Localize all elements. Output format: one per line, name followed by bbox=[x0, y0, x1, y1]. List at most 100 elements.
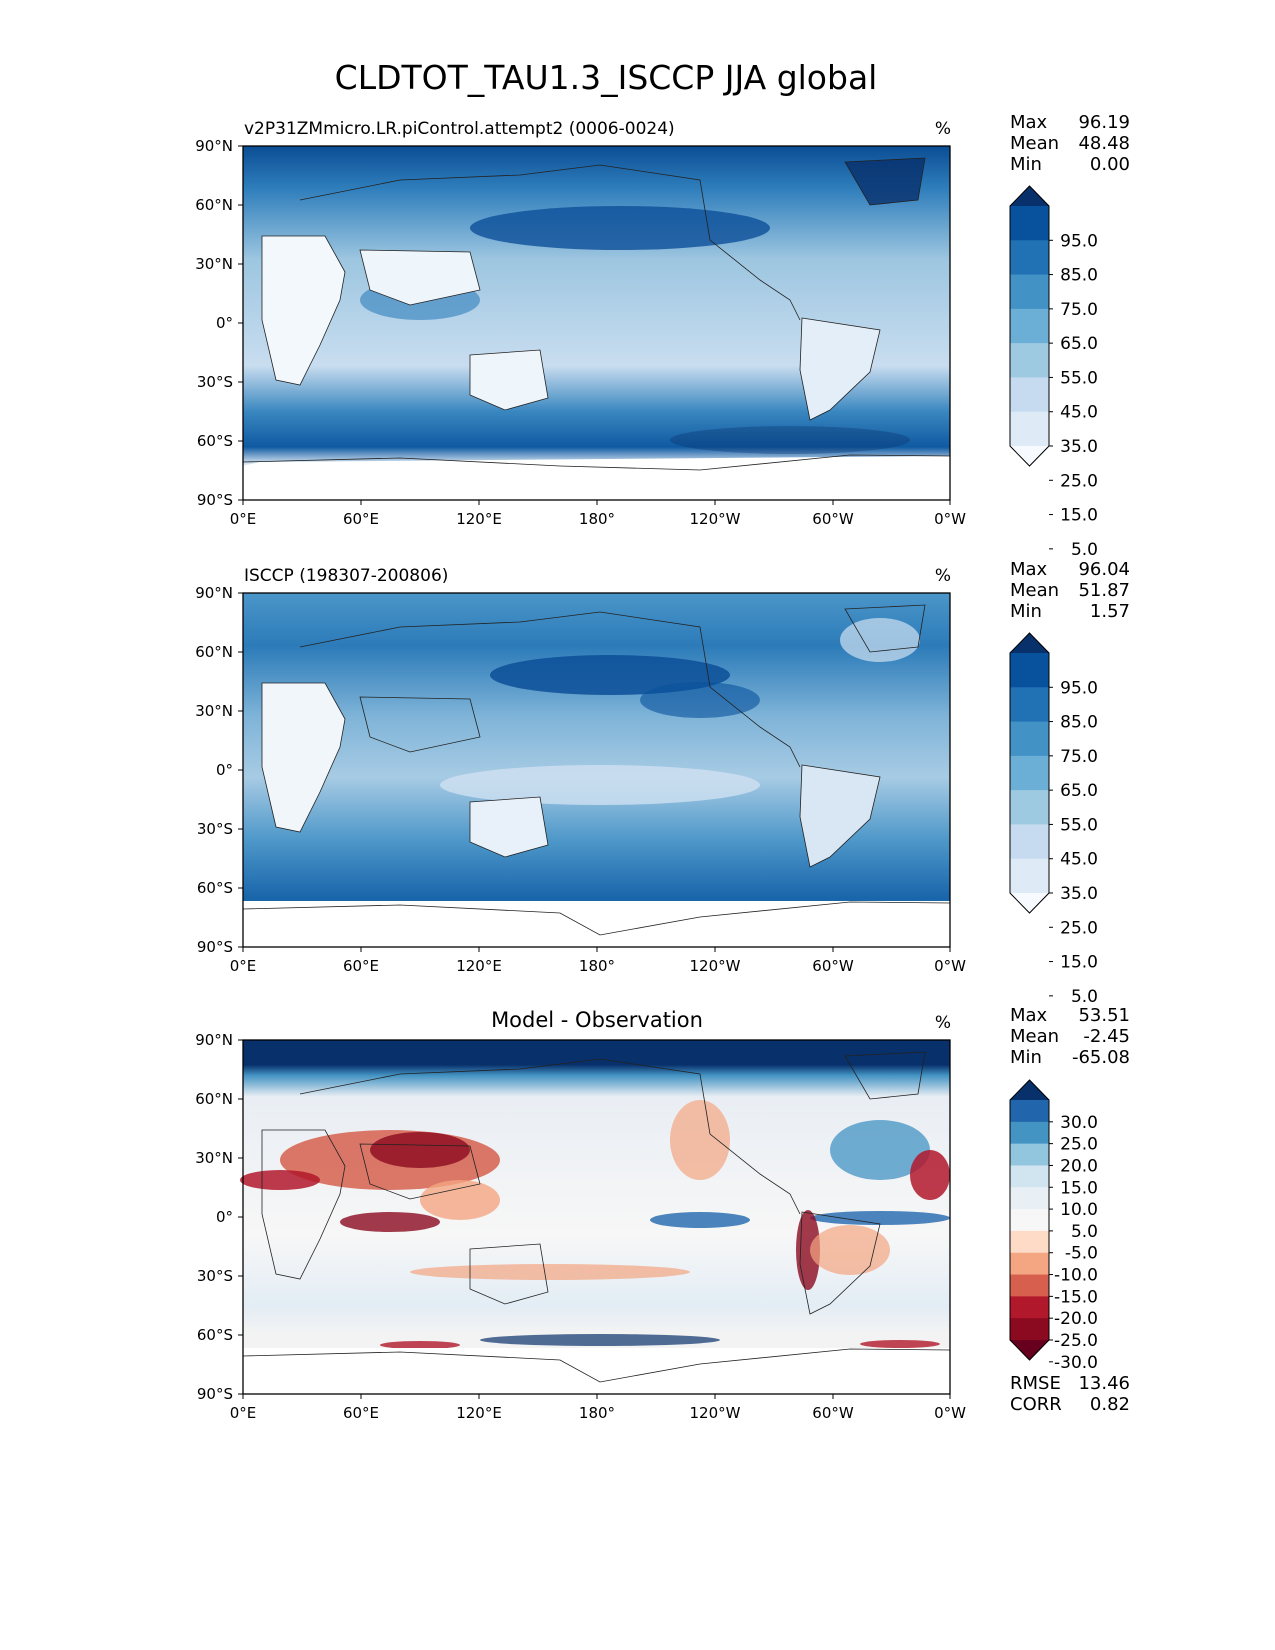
lat-tick-label: 0° bbox=[216, 314, 233, 332]
colorbar-tick-label: -25.0 bbox=[1054, 1331, 1098, 1351]
lat-tick-label: 60°N bbox=[195, 196, 233, 214]
colorbar-tick-label: 10.0 bbox=[1060, 1200, 1098, 1220]
lon-axis: 0°E 60°E 120°E 180° 120°W 60°W 0°W bbox=[230, 500, 966, 528]
lat-tick-label: 90°N bbox=[195, 1031, 233, 1049]
colorbar-segment bbox=[1010, 1318, 1049, 1341]
lon-tick-label: 180° bbox=[579, 1404, 615, 1422]
stats-block: Max 53.51 Mean -2.45 Min -65.08 bbox=[1010, 1005, 1130, 1068]
stats-block: Max 96.19 Mean 48.48 Min 0.00 bbox=[1010, 112, 1130, 175]
coastlines bbox=[242, 157, 951, 471]
colorbar-segment bbox=[1010, 343, 1049, 378]
lon-tick-label: 0°E bbox=[230, 957, 257, 975]
lon-tick-label: 60°W bbox=[812, 510, 854, 528]
lat-tick-label: 60°S bbox=[197, 432, 233, 450]
lat-tick-label: 0° bbox=[216, 761, 233, 779]
lat-tick-label: 30°N bbox=[195, 1149, 233, 1167]
colorbar-segment bbox=[1010, 274, 1049, 310]
map-field bbox=[243, 593, 950, 947]
colorbar-segment bbox=[1010, 1230, 1049, 1254]
lon-tick-label: 60°W bbox=[812, 1404, 854, 1422]
colorbar: 30.025.020.015.010.05.0-5.0-10.0-15.0-20… bbox=[1009, 1079, 1098, 1373]
stat-value: 48.48 bbox=[1078, 133, 1130, 154]
stat-label: Min bbox=[1010, 154, 1042, 175]
coastlines bbox=[242, 1051, 951, 1383]
panel-title: ISCCP (198307-200806) bbox=[244, 566, 448, 586]
colorbar-segment bbox=[1010, 755, 1049, 791]
stat-label: Min bbox=[1010, 1047, 1042, 1068]
metric-value: 0.82 bbox=[1090, 1394, 1130, 1415]
lon-tick-label: 0°E bbox=[230, 510, 257, 528]
colorbar-tick-label: 65.0 bbox=[1060, 334, 1098, 354]
lat-tick-label: 60°S bbox=[197, 1326, 233, 1344]
units-label: % bbox=[935, 119, 951, 139]
units-label: % bbox=[935, 566, 951, 586]
colorbar-tick-label: -15.0 bbox=[1054, 1287, 1098, 1307]
lon-tick-label: 60°E bbox=[343, 510, 379, 528]
colorbar-extend-min bbox=[1010, 893, 1049, 913]
lat-tick-label: 90°N bbox=[195, 584, 233, 602]
colorbar-segment bbox=[1010, 1165, 1049, 1188]
colorbar-segment bbox=[1010, 721, 1049, 757]
units-label: % bbox=[935, 1013, 951, 1033]
lon-tick-label: 0°W bbox=[934, 510, 966, 528]
lat-tick-label: 60°N bbox=[195, 1090, 233, 1108]
colorbar-extend-min bbox=[1010, 446, 1049, 466]
stat-value: 96.04 bbox=[1078, 559, 1130, 580]
lon-axis: 0°E 60°E 120°E 180° 120°W 60°W 0°W bbox=[230, 1394, 966, 1422]
lat-tick-label: 90°S bbox=[197, 491, 233, 509]
lat-tick-label: 60°S bbox=[197, 879, 233, 897]
panel-difference: Model - Observation % bbox=[195, 1005, 1130, 1422]
colorbar-tick-label: -20.0 bbox=[1054, 1309, 1098, 1329]
colorbar-segment bbox=[1010, 411, 1049, 447]
lon-tick-label: 60°W bbox=[812, 957, 854, 975]
stat-value: 1.57 bbox=[1090, 601, 1130, 622]
lon-tick-label: 60°E bbox=[343, 957, 379, 975]
colorbar-extend-max bbox=[1010, 1080, 1049, 1100]
panel-model: v2P31ZMmicro.LR.piControl.attempt2 (0006… bbox=[195, 112, 1130, 560]
lat-tick-label: 90°S bbox=[197, 1385, 233, 1403]
metric-label: CORR bbox=[1010, 1394, 1062, 1415]
colorbar-tick-label: -5.0 bbox=[1065, 1244, 1098, 1264]
colorbar-extend-min bbox=[1010, 1340, 1049, 1360]
lon-tick-label: 0°W bbox=[934, 957, 966, 975]
lat-tick-label: 90°N bbox=[195, 137, 233, 155]
colorbar-segment bbox=[1010, 790, 1049, 825]
colorbar-tick-label: 75.0 bbox=[1060, 747, 1098, 767]
colorbar-segment bbox=[1010, 1209, 1049, 1232]
colorbar-segment bbox=[1010, 824, 1049, 860]
lat-axis: 90°N 60°N 30°N 0° 30°S 60°S 90°S bbox=[195, 137, 243, 509]
colorbar-tick-label: 35.0 bbox=[1060, 884, 1098, 904]
colorbar-segment bbox=[1010, 308, 1049, 344]
lat-tick-label: 30°S bbox=[197, 820, 233, 838]
colorbar-extend-max bbox=[1010, 186, 1049, 206]
colorbar-segment bbox=[1010, 858, 1049, 894]
lon-tick-label: 180° bbox=[579, 957, 615, 975]
colorbar-segment bbox=[1010, 240, 1049, 276]
figure-title: CLDTOT_TAU1.3_ISCCP JJA global bbox=[335, 58, 878, 97]
stat-value: 0.00 bbox=[1090, 154, 1130, 175]
map-field bbox=[240, 1040, 950, 1394]
lat-tick-label: 90°S bbox=[197, 938, 233, 956]
colorbar-tick-label: 95.0 bbox=[1060, 231, 1098, 251]
lon-tick-label: 120°W bbox=[690, 957, 741, 975]
lat-axis: 90°N 60°N 30°N 0° 30°S 60°S 90°S bbox=[195, 584, 243, 956]
colorbar-tick-label: 85.0 bbox=[1060, 266, 1098, 286]
colorbar-segment bbox=[1010, 1143, 1049, 1166]
colorbar-tick-label: 15.0 bbox=[1060, 953, 1098, 973]
stat-label: Mean bbox=[1010, 133, 1059, 154]
colorbar-tick-label: 25.0 bbox=[1060, 918, 1098, 938]
colorbar-tick-label: 5.0 bbox=[1071, 540, 1098, 560]
lat-tick-label: 30°N bbox=[195, 255, 233, 273]
stat-value: 96.19 bbox=[1078, 112, 1130, 133]
lon-tick-label: 60°E bbox=[343, 1404, 379, 1422]
stat-value: 51.87 bbox=[1078, 580, 1130, 601]
lon-tick-label: 120°E bbox=[456, 957, 502, 975]
colorbar-tick-label: 25.0 bbox=[1060, 1135, 1098, 1155]
lon-tick-label: 120°W bbox=[690, 510, 741, 528]
colorbar-segment bbox=[1010, 206, 1049, 241]
stat-value: -2.45 bbox=[1083, 1026, 1130, 1047]
colorbar-tick-label: 15.0 bbox=[1060, 1178, 1098, 1198]
colorbar-tick-label: 65.0 bbox=[1060, 781, 1098, 801]
stats-block: Max 96.04 Mean 51.87 Min 1.57 bbox=[1010, 559, 1130, 622]
